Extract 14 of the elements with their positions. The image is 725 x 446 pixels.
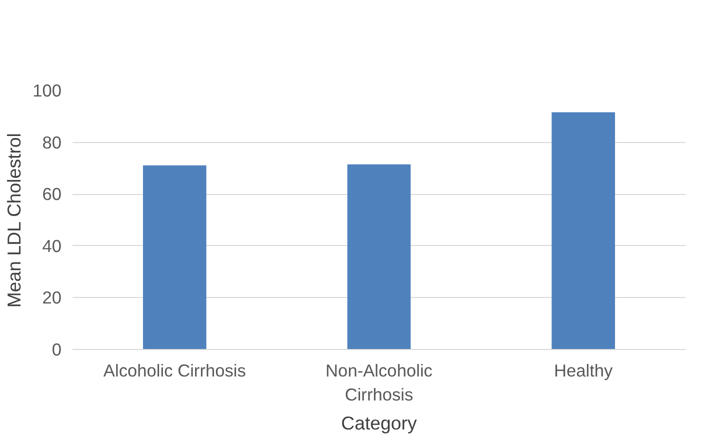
bar (552, 112, 616, 350)
x-axis-title: Category (341, 412, 418, 434)
y-tick-label: 80 (42, 132, 62, 152)
x-tick-label: Alcoholic Cirrhosis (103, 360, 246, 380)
y-tick-label: 20 (42, 288, 62, 308)
y-axis-title: Mean LDL Cholestrol (4, 133, 25, 308)
x-tick-label: Healthy (554, 360, 614, 380)
y-tick-label: 100 (32, 80, 62, 100)
bar (347, 164, 411, 350)
y-tick-label: 40 (42, 236, 62, 256)
y-tick-label: 60 (42, 184, 62, 204)
x-tick-label: Non-Alcoholic Cirrhosis (326, 360, 433, 404)
bar (142, 165, 206, 350)
y-tick-label: 0 (52, 340, 62, 360)
